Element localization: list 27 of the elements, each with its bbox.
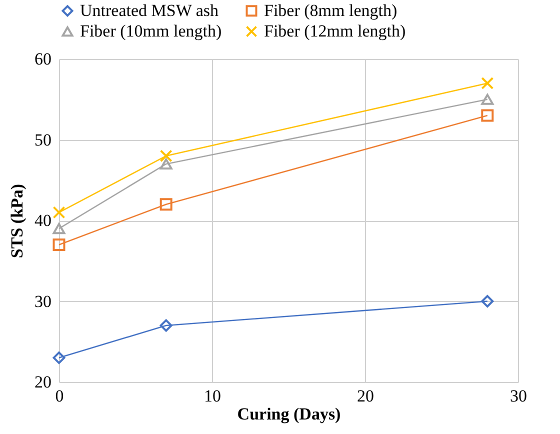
legend-label: Untreated MSW ash (80, 0, 219, 20)
x-tick-label: 0 (55, 386, 64, 406)
y-axis-title: STS (kPa) (8, 184, 26, 258)
x-tick-label: 10 (204, 386, 221, 406)
x-axis-title: Curing (Days) (237, 404, 341, 424)
x-tick-label: 20 (357, 386, 374, 406)
point (160, 198, 172, 211)
legend-label: Fiber (12mm length) (264, 22, 406, 40)
y-tick-label: 60 (34, 50, 52, 68)
y-tick-label: 30 (34, 292, 52, 311)
point (481, 76, 494, 90)
legend-label: Fiber (8mm length) (264, 0, 398, 20)
point (52, 352, 66, 364)
legend-label: Fiber (10mm length) (80, 22, 222, 40)
point (52, 223, 66, 234)
point (160, 158, 172, 170)
y-tick-label: 20 (34, 372, 52, 392)
point (52, 206, 66, 219)
point (160, 319, 172, 332)
x-tick-label: 30 (510, 386, 527, 406)
point (481, 94, 494, 105)
y-tick-label: 50 (34, 130, 52, 150)
y-tick-label: 40 (34, 211, 52, 230)
point (481, 109, 494, 122)
point (160, 150, 172, 162)
point (481, 295, 494, 308)
point (52, 238, 66, 251)
